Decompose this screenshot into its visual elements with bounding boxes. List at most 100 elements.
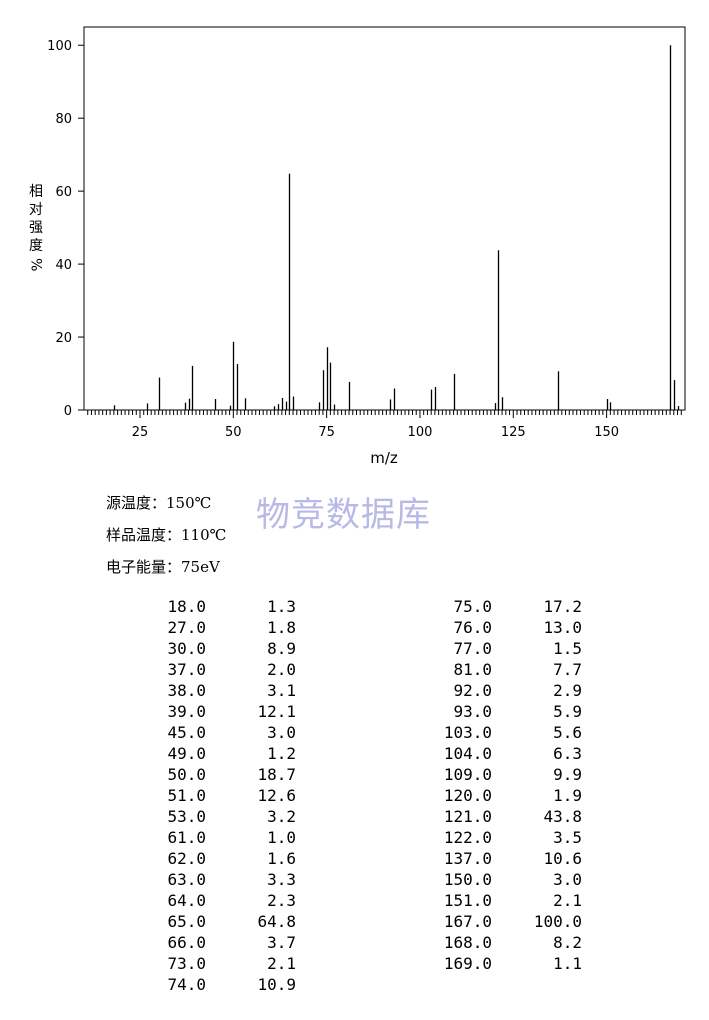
watermark: 物竞数据库: [256, 495, 431, 535]
y-tick-label: 100: [47, 39, 72, 54]
abundance-value: 9.9: [553, 765, 582, 784]
y-tick-label: 20: [55, 331, 72, 346]
mz-value: 109.0: [443, 765, 492, 784]
mz-value: 77.0: [453, 639, 492, 658]
mz-value: 64.0: [167, 891, 206, 910]
mz-value: 76.0: [453, 618, 492, 637]
y-axis: 0 20 40 60 80 100: [47, 39, 84, 419]
x-tick-label: 75: [318, 425, 335, 440]
abundance-value: 2.1: [267, 954, 296, 973]
y-tick-label: 40: [55, 258, 72, 273]
mz-value: 121.0: [443, 807, 492, 826]
mz-value: 93.0: [453, 702, 492, 721]
abundance-value: 100.0: [533, 912, 582, 931]
mz-value: 53.0: [167, 807, 206, 826]
mz-value: 39.0: [167, 702, 206, 721]
mz-value: 150.0: [443, 870, 492, 889]
mz-value: 51.0: [167, 786, 206, 805]
x-axis-label: m/z: [370, 449, 398, 467]
mz-value: 65.0: [167, 912, 206, 931]
abundance-value: 3.7: [267, 933, 296, 952]
abundance-value: 1.6: [267, 849, 296, 868]
abundance-value: 7.7: [553, 660, 582, 679]
mz-value: 81.0: [453, 660, 492, 679]
abundance-value: 17.2: [543, 597, 582, 616]
mz-value: 62.0: [167, 849, 206, 868]
abundance-value: 5.6: [553, 723, 582, 742]
mz-value: 151.0: [443, 891, 492, 910]
y-tick-label: 80: [55, 112, 72, 127]
y-axis-label-char: 度: [29, 238, 43, 254]
condition-label: 电子能量：: [106, 558, 182, 576]
condition-electron-energy: 电子能量：75eV: [106, 556, 220, 577]
plot-frame: [83, 26, 686, 411]
x-tick-label: 150: [594, 425, 619, 440]
condition-label: 样品温度：: [106, 526, 182, 544]
abundance-value: 8.2: [553, 933, 582, 952]
abundance-value: 1.0: [267, 828, 296, 847]
abundance-value: 1.9: [553, 786, 582, 805]
mz-value: 61.0: [167, 828, 206, 847]
mz-value: 49.0: [167, 744, 206, 763]
abundance-value: 5.9: [553, 702, 582, 721]
mz-value: 168.0: [443, 933, 492, 952]
abundance-value: 2.0: [267, 660, 296, 679]
y-axis-label-char: 强: [29, 220, 43, 236]
mz-value: 18.0: [167, 597, 206, 616]
x-tick-label: 100: [408, 425, 433, 440]
abundance-value: 10.6: [543, 849, 582, 868]
abundance-value: 2.3: [267, 891, 296, 910]
abundance-value: 3.2: [267, 807, 296, 826]
abundance-value: 3.0: [553, 870, 582, 889]
mz-value: 120.0: [443, 786, 492, 805]
abundance-value: 13.0: [543, 618, 582, 637]
abundance-value: 1.2: [267, 744, 296, 763]
condition-label: 源温度：: [106, 494, 167, 512]
y-axis-label-char: %: [30, 258, 46, 271]
abundance-value: 64.8: [257, 912, 296, 931]
mz-value: 103.0: [443, 723, 492, 742]
y-tick-label: 60: [55, 185, 72, 200]
y-axis-label-char: 相: [29, 184, 43, 200]
mz-value: 38.0: [167, 681, 206, 700]
mz-value: 45.0: [167, 723, 206, 742]
mz-value: 167.0: [443, 912, 492, 931]
x-tick-label: 50: [225, 425, 242, 440]
mz-value: 30.0: [167, 639, 206, 658]
x-tick-label: 125: [501, 425, 526, 440]
condition-sample-temp: 样品温度：110℃: [106, 524, 226, 545]
mz-value: 137.0: [443, 849, 492, 868]
abundance-value: 2.1: [553, 891, 582, 910]
mz-value: 104.0: [443, 744, 492, 763]
condition-value: 110℃: [181, 526, 227, 544]
mz-value: 37.0: [167, 660, 206, 679]
mz-value: 66.0: [167, 933, 206, 952]
mz-value: 73.0: [167, 954, 206, 973]
x-tick-label: 25: [132, 425, 149, 440]
y-axis-label-char: 对: [29, 202, 43, 218]
mz-value: 50.0: [167, 765, 206, 784]
abundance-value: 8.9: [267, 639, 296, 658]
x-axis: 25 50 75 100 125 150: [87, 410, 682, 440]
peak-bars: [113, 45, 680, 410]
abundance-value: 2.9: [553, 681, 582, 700]
mz-value: 27.0: [167, 618, 206, 637]
mz-value: 169.0: [443, 954, 492, 973]
abundance-value: 3.1: [267, 681, 296, 700]
abundance-value: 1.5: [553, 639, 582, 658]
condition-value: 75eV: [181, 558, 220, 576]
abundance-value: 10.9: [257, 975, 296, 994]
abundance-value: 1.1: [553, 954, 582, 973]
abundance-value: 43.8: [543, 807, 582, 826]
abundance-value: 6.3: [553, 744, 582, 763]
abundance-value: 1.8: [267, 618, 296, 637]
abundance-value: 12.6: [257, 786, 296, 805]
abundance-value: 1.3: [267, 597, 296, 616]
abundance-value: 12.1: [257, 702, 296, 721]
condition-value: 150℃: [166, 494, 212, 512]
mz-value: 74.0: [167, 975, 206, 994]
condition-source-temp: 源温度：150℃: [106, 492, 211, 513]
mz-value: 75.0: [453, 597, 492, 616]
abundance-value: 3.5: [553, 828, 582, 847]
